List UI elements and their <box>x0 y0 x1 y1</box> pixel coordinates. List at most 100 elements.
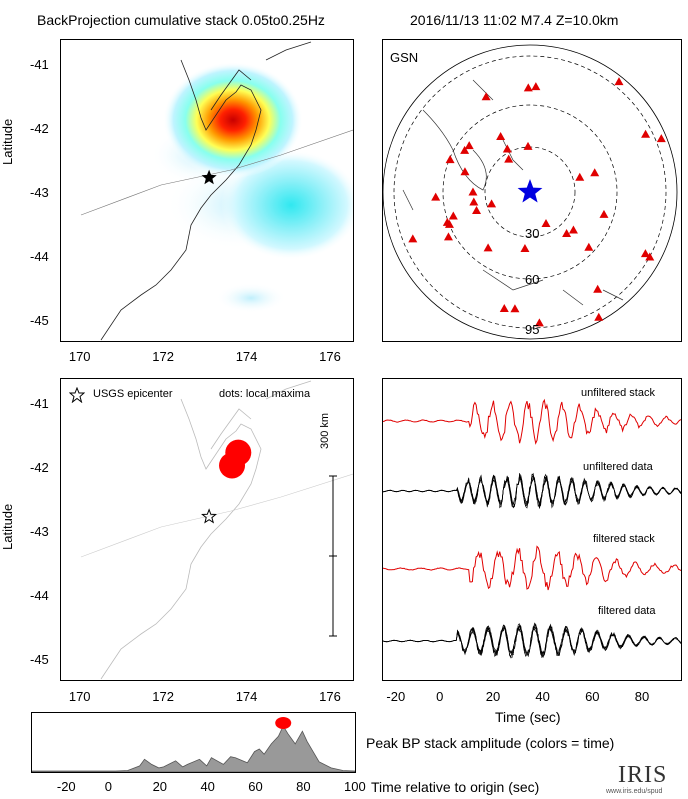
station-triangle <box>460 167 470 176</box>
iris-url: www.iris.edu/spud <box>606 788 663 795</box>
y-axis-label-top: Latitude <box>0 118 15 165</box>
lat-tick: -42 <box>30 459 49 475</box>
network-label: GSN <box>390 50 419 65</box>
trace-label-unfiltered-stack: unfiltered stack <box>581 387 655 399</box>
trace-x-tick: 20 <box>485 689 501 704</box>
station-triangle <box>431 192 441 201</box>
station-triangle <box>562 229 572 238</box>
legend-dots: dots: local maxima <box>219 388 311 400</box>
station-triangle <box>504 154 514 163</box>
lon-tick: 174 <box>235 349 258 364</box>
station-map <box>383 44 678 340</box>
y-axis-label-bottom: Latitude <box>0 503 15 550</box>
amplitude-panel <box>31 712 356 773</box>
amplitude-x-tick: 40 <box>200 779 215 794</box>
legend-epicenter: USGS epicenter <box>93 388 173 400</box>
station-markers <box>408 77 666 327</box>
station-triangle <box>594 312 604 321</box>
epicenter-star-blue-icon <box>517 179 543 203</box>
backprojection-map <box>80 41 353 341</box>
coastline <box>100 41 312 341</box>
station-triangle <box>502 144 512 153</box>
traces-panel: unfiltered stack unfiltered data filtere… <box>382 378 682 681</box>
station-triangle <box>534 318 544 327</box>
lat-tick: -42 <box>30 120 49 136</box>
local-maxima-map <box>80 380 353 680</box>
epicenter-star-blue <box>517 179 543 203</box>
station-triangle <box>541 218 551 227</box>
station-triangle <box>444 219 454 228</box>
distance-label-30: 30 <box>525 226 540 241</box>
lon-tick: 174 <box>235 689 258 704</box>
station-triangle <box>469 197 479 206</box>
epicenter-star <box>201 169 217 185</box>
lon-tick: 170 <box>68 689 91 704</box>
iris-logo: IRIS <box>618 762 668 788</box>
station-triangle <box>593 284 603 293</box>
lon-tick: 176 <box>319 689 341 704</box>
heat-blob-south <box>216 283 286 313</box>
station-triangle <box>472 206 482 215</box>
lat-tick: -44 <box>30 587 49 603</box>
amplitude-x-tick: 20 <box>152 779 168 794</box>
continent-outline <box>402 79 624 306</box>
station-triangle <box>443 232 453 241</box>
map-outer-circle <box>383 44 678 340</box>
station-triangle <box>510 304 520 313</box>
station-triangle <box>499 304 509 313</box>
epicenter-star-outline-icon <box>201 508 218 524</box>
station-triangle <box>448 211 458 220</box>
station-triangle <box>590 168 600 177</box>
lat-tick: -43 <box>30 184 49 200</box>
plate-boundary-faint <box>80 473 353 558</box>
station-triangle <box>584 242 594 251</box>
trace-x-tick: 60 <box>585 689 600 704</box>
heat-blob-secondary <box>221 150 353 260</box>
lat-tick: -45 <box>30 651 49 667</box>
epicenter-star-outline <box>201 508 218 524</box>
lat-tick: -44 <box>30 248 49 264</box>
filtered-data-line <box>383 623 681 659</box>
station-triangle <box>468 187 478 196</box>
lon-tick: 172 <box>152 689 174 704</box>
station-triangle <box>531 82 541 91</box>
station-triangle <box>487 199 497 208</box>
station-triangle <box>408 234 418 243</box>
amplitude-area <box>32 725 355 772</box>
station-triangle <box>599 209 609 218</box>
station-triangle <box>496 132 506 141</box>
station-triangle <box>641 129 651 138</box>
station-map-panel: GSN 30 60 95 <box>382 39 682 342</box>
station-triangle <box>568 225 578 234</box>
trace-label-filtered-data: filtered data <box>598 605 656 617</box>
heat-blob-main <box>163 62 303 178</box>
station-triangle <box>523 83 533 92</box>
filtered-stack-line <box>383 545 681 591</box>
traces-x-label: Time (sec) <box>495 709 561 725</box>
station-triangle <box>656 134 666 143</box>
station-triangle <box>523 141 533 150</box>
epicenter-star-icon <box>201 169 217 185</box>
trace-x-tick: -20 <box>386 689 406 704</box>
trace-x-tick: 0 <box>436 689 444 704</box>
distance-ring-95 <box>393 55 667 329</box>
plate-boundary <box>80 129 353 216</box>
scale-label: 300 km <box>319 412 331 449</box>
station-triangle <box>464 141 474 150</box>
amplitude-x-label: Time relative to origin (sec) <box>371 779 540 795</box>
trace-label-unfiltered-data: unfiltered data <box>583 461 653 473</box>
amplitude-x-tick: -20 <box>56 779 76 794</box>
lat-tick: -41 <box>30 395 49 411</box>
amplitude-x-tick: 80 <box>296 779 311 794</box>
station-triangle <box>481 92 491 101</box>
station-triangle <box>460 145 470 154</box>
distance-ring-60 <box>442 104 618 280</box>
station-triangle <box>645 252 655 261</box>
chart-title: BackProjection cumulative stack 0.05to0.… <box>37 12 325 28</box>
waveform-traces <box>383 398 681 659</box>
lat-tick: -43 <box>30 523 49 539</box>
amplitude-x-tick: 100 <box>344 779 366 794</box>
distance-label-60: 60 <box>525 272 540 287</box>
station-triangle <box>614 77 624 86</box>
local-maximum-dot <box>219 452 246 479</box>
